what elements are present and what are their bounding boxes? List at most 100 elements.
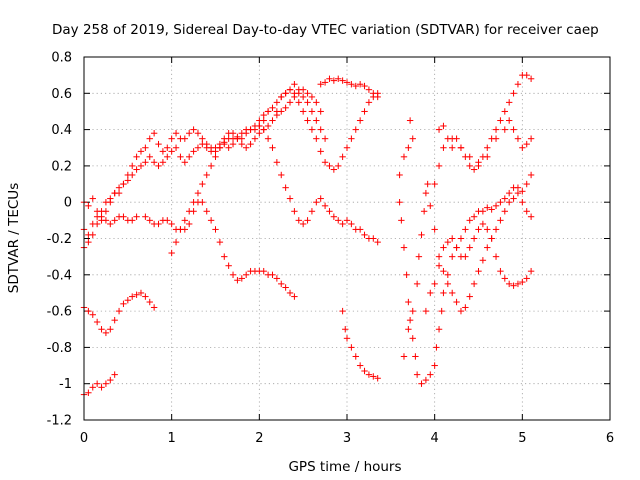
data-point — [102, 217, 110, 224]
axis-ticks: 0 1 2 3 4 5 6 -1.2 -1 -0.8 -0.6 -0.4 -0.2 0 0.2 0.4 0.6 0… — [47, 51, 615, 447]
data-point — [510, 282, 517, 289]
data-point — [479, 208, 487, 215]
data-point — [146, 217, 153, 224]
data-point — [190, 199, 197, 206]
data-point — [238, 275, 245, 282]
data-point — [295, 99, 302, 106]
data-point — [470, 166, 478, 173]
data-point — [356, 117, 364, 124]
data-point — [89, 195, 96, 202]
data-point — [181, 159, 189, 166]
y-tick-label: -0.2 — [47, 232, 72, 247]
data-point — [514, 184, 522, 191]
data-point — [339, 220, 346, 228]
data-point — [501, 208, 508, 215]
data-points — [80, 71, 535, 398]
data-point — [133, 153, 140, 161]
data-point — [225, 144, 232, 151]
data-point — [510, 195, 517, 202]
y-tick-label: -0.8 — [47, 341, 72, 356]
data-point — [457, 307, 465, 315]
data-point — [352, 126, 359, 133]
data-point — [523, 208, 530, 215]
data-point — [273, 159, 281, 166]
data-point — [374, 375, 381, 382]
data-point — [431, 362, 438, 369]
data-point — [229, 135, 237, 142]
data-point — [470, 235, 478, 242]
data-point — [497, 199, 504, 206]
data-point — [501, 275, 508, 282]
data-point — [291, 81, 298, 88]
data-point — [93, 213, 101, 220]
data-point — [286, 99, 294, 106]
y-tick-label: -0.4 — [47, 268, 72, 283]
data-point — [501, 126, 508, 133]
data-point — [505, 280, 513, 288]
data-point — [497, 217, 504, 224]
data-point — [181, 135, 189, 142]
data-point — [527, 213, 535, 220]
plot-frame — [83, 56, 611, 421]
data-point — [168, 135, 175, 142]
data-point — [207, 162, 215, 170]
data-point — [475, 226, 482, 233]
data-point — [186, 153, 193, 161]
data-point — [361, 108, 368, 115]
data-point — [470, 213, 478, 220]
data-point — [304, 217, 311, 224]
data-point — [361, 367, 368, 375]
data-point — [107, 326, 114, 333]
data-point — [242, 271, 250, 278]
y-tick-label: -1 — [59, 377, 72, 392]
data-point — [225, 262, 232, 269]
data-point — [492, 126, 500, 133]
data-point — [527, 267, 535, 275]
data-point — [466, 153, 473, 161]
data-point — [194, 144, 202, 151]
data-point — [264, 135, 272, 142]
data-point — [396, 199, 403, 206]
data-point — [326, 75, 333, 82]
data-point — [186, 220, 193, 228]
data-point — [168, 148, 175, 155]
data-point — [497, 267, 504, 275]
data-point — [317, 148, 324, 155]
data-point — [129, 293, 136, 300]
data-point — [424, 180, 431, 188]
data-point — [527, 171, 535, 179]
data-point — [107, 376, 114, 384]
data-point — [466, 217, 473, 224]
data-point — [313, 117, 320, 124]
data-point — [164, 217, 171, 224]
data-point — [256, 122, 263, 130]
y-tick-label: 0.2 — [51, 159, 72, 174]
data-point — [427, 202, 434, 210]
data-point — [282, 184, 289, 191]
data-point — [514, 280, 522, 288]
data-point — [330, 166, 338, 173]
data-point — [269, 104, 276, 112]
data-point — [361, 231, 368, 239]
data-point — [462, 253, 469, 260]
data-point — [427, 289, 434, 297]
data-point — [273, 275, 281, 282]
data-point — [343, 335, 351, 342]
data-point — [102, 199, 110, 206]
data-point — [475, 267, 482, 275]
data-point — [102, 329, 110, 337]
data-point — [418, 380, 425, 387]
data-point — [466, 244, 473, 251]
data-point — [269, 271, 276, 278]
data-point — [406, 316, 414, 324]
data-point — [356, 362, 364, 369]
data-point — [85, 307, 92, 315]
data-point — [505, 99, 513, 106]
data-point — [111, 217, 118, 224]
data-point — [308, 108, 316, 115]
data-point — [501, 108, 508, 115]
data-point — [260, 267, 267, 275]
data-point — [497, 117, 504, 124]
data-point — [129, 171, 136, 179]
